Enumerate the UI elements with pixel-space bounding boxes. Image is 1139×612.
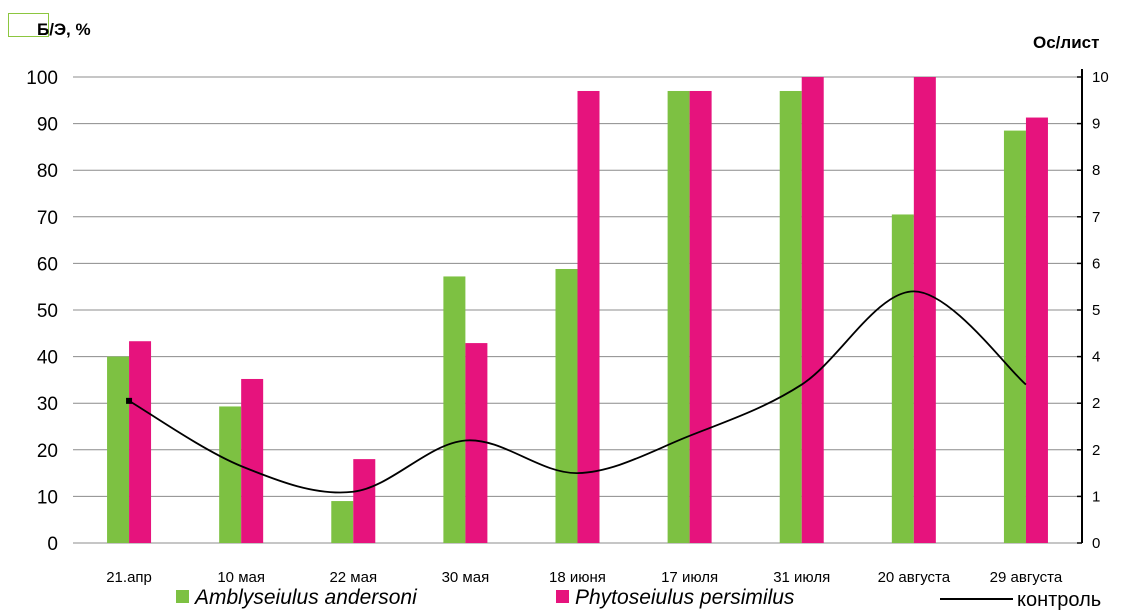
bar-andersoni — [891, 214, 914, 543]
y-tick-right: 8 — [1092, 162, 1100, 179]
y-tick-right: 5 — [1092, 302, 1100, 319]
x-axis: 21.апр 10 мая 22 мая 30 мая 18 июня 17 июля 31… — [106, 569, 1063, 586]
legend-swatch-green — [176, 590, 189, 603]
y-tick-right: 7 — [1092, 209, 1100, 226]
x-tick-label: 21.апр — [106, 569, 152, 586]
x-tick-label: 10 мая — [217, 569, 265, 586]
y-tick-left: 0 — [47, 534, 58, 555]
legend-item-andersoni: Amblyseiulus andersoni — [176, 586, 417, 610]
bar-persimilus — [577, 90, 600, 543]
legend-label-control: контроль — [1017, 589, 1102, 611]
bars — [107, 77, 1048, 544]
y-tick-left: 70 — [37, 208, 58, 229]
y-tick-left: 50 — [37, 301, 58, 322]
y-tick-right: 6 — [1092, 255, 1100, 272]
bar-andersoni — [555, 268, 578, 543]
x-tick-label: 29 августа — [990, 569, 1063, 586]
x-tick-label: 22 мая — [329, 569, 377, 586]
bar-persimilus — [801, 77, 824, 543]
y-axis-right: 0 1 2 2 4 5 6 7 8 9 10 — [1077, 69, 1109, 552]
y-tick-right: 2 — [1092, 395, 1100, 412]
control-line — [126, 290, 1027, 494]
y-tick-right: 9 — [1092, 116, 1100, 133]
y-tick-right: 2 — [1092, 442, 1100, 459]
bar-persimilus — [1025, 117, 1048, 544]
y-tick-left: 100 — [26, 68, 58, 89]
legend-label-andersoni: Amblyseiulus andersoni — [195, 586, 417, 609]
y-tick-left: 80 — [37, 161, 58, 182]
bar-andersoni — [1003, 130, 1026, 543]
bar-persimilus — [353, 459, 376, 543]
y-tick-left: 60 — [37, 254, 58, 275]
legend-item-control: контроль — [940, 589, 1101, 612]
bar-persimilus — [913, 77, 936, 543]
corner-marker — [8, 13, 49, 37]
y-tick-left: 40 — [37, 348, 58, 369]
bar-andersoni — [331, 501, 354, 543]
control-line-start-marker — [126, 397, 133, 404]
y-tick-left: 30 — [37, 394, 58, 415]
y-tick-right: 0 — [1092, 535, 1100, 552]
bar-persimilus — [465, 343, 488, 543]
bar-persimilus — [129, 341, 152, 543]
bar-andersoni — [219, 406, 242, 543]
control-line-path — [128, 290, 1027, 494]
bar-andersoni — [107, 356, 130, 543]
y-tick-left: 90 — [37, 115, 58, 136]
x-tick-label: 31 июля — [773, 569, 830, 586]
y-axis-left-label: Б/Э, % — [37, 20, 91, 39]
y-tick-right: 1 — [1092, 488, 1100, 505]
legend-swatch-magenta — [556, 590, 569, 603]
legend-item-persimilus: Phytoseiulus persimilus — [556, 586, 794, 610]
bar-persimilus — [689, 90, 712, 543]
y-axis-left: 0 10 20 30 40 50 60 70 80 90 100 — [26, 68, 58, 555]
bar-andersoni — [443, 276, 466, 543]
y-tick-left: 20 — [37, 441, 58, 462]
y-tick-right: 4 — [1092, 349, 1100, 366]
bar-andersoni — [667, 90, 690, 543]
bar-persimilus — [241, 378, 264, 543]
x-tick-label: 20 августа — [878, 569, 951, 586]
y-tick-left: 10 — [37, 487, 58, 508]
y-tick-right: 10 — [1092, 69, 1109, 86]
x-tick-label: 18 июня — [549, 569, 606, 586]
x-tick-label: 30 мая — [442, 569, 490, 586]
legend-line-sample — [940, 598, 1013, 600]
legend-label-persimilus: Phytoseiulus persimilus — [575, 586, 795, 609]
bar-andersoni — [779, 90, 802, 543]
x-tick-label: 17 июля — [661, 569, 718, 586]
y-axis-right-label: Ос/лист — [1033, 33, 1100, 52]
